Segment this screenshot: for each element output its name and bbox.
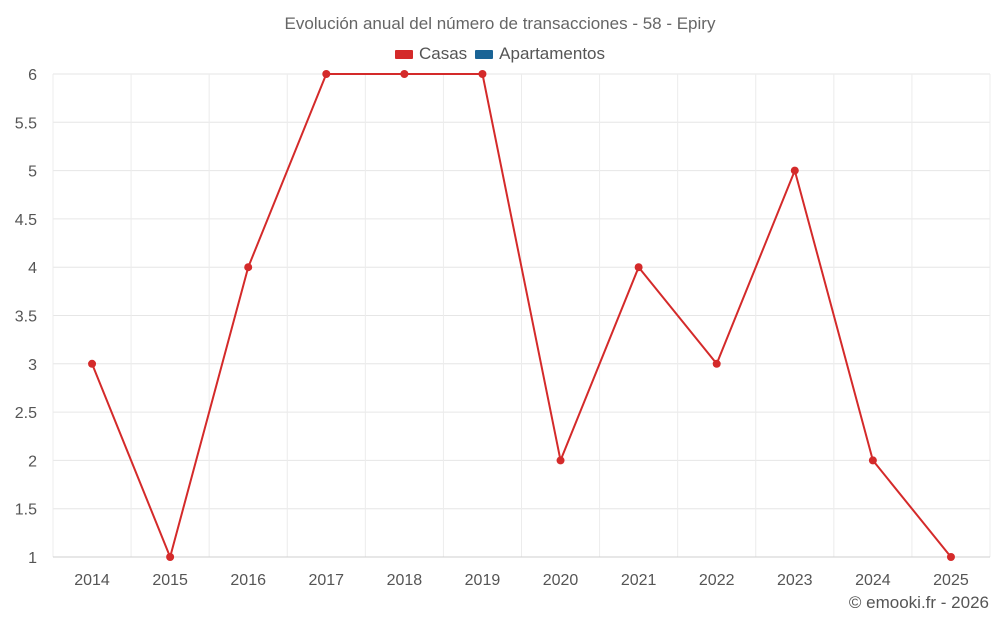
y-tick-label: 4 bbox=[28, 260, 37, 277]
legend-item-casas[interactable]: Casas bbox=[394, 44, 468, 64]
x-tick-label: 2019 bbox=[465, 572, 501, 589]
legend-item-apartamentos[interactable]: Apartamentos bbox=[475, 44, 605, 64]
x-tick-label: 2014 bbox=[74, 572, 110, 589]
series-line-casas bbox=[91, 73, 952, 558]
x-tick-label: 2015 bbox=[152, 572, 188, 589]
data-point bbox=[88, 359, 97, 368]
y-tick-label: 2.5 bbox=[15, 405, 37, 422]
x-tick-label: 2017 bbox=[308, 572, 344, 589]
data-point bbox=[478, 70, 487, 78]
data-point bbox=[868, 456, 877, 465]
y-tick-label: 6 bbox=[28, 67, 37, 84]
legend-swatch-casas bbox=[394, 49, 413, 59]
y-tick-label: 3.5 bbox=[15, 309, 37, 326]
chart-legend: Casas Apartamentos bbox=[0, 44, 1000, 64]
legend-swatch-apartamentos bbox=[475, 49, 494, 59]
data-point bbox=[400, 70, 409, 78]
credit-text: © emooki.fr - 2026 bbox=[848, 593, 989, 612]
x-tick-label: 2023 bbox=[777, 572, 813, 589]
x-tick-label: 2024 bbox=[855, 572, 891, 589]
data-point bbox=[634, 263, 643, 272]
y-tick-label: 1.5 bbox=[15, 502, 37, 519]
x-tick-label: 2025 bbox=[933, 572, 969, 589]
y-tick-label: 4.5 bbox=[15, 212, 37, 229]
y-tick-label: 5 bbox=[28, 164, 37, 181]
y-tick-label: 5.5 bbox=[15, 115, 37, 132]
data-point bbox=[712, 359, 721, 368]
x-tick-label: 2021 bbox=[621, 572, 657, 589]
x-tick-label: 2022 bbox=[699, 572, 735, 589]
data-point bbox=[244, 263, 253, 272]
y-tick-label: 3 bbox=[28, 357, 37, 374]
data-point bbox=[166, 553, 175, 561]
legend-label-casas: Casas bbox=[418, 44, 468, 63]
y-tick-label: 1 bbox=[28, 550, 37, 567]
legend-label-apartamentos: Apartamentos bbox=[499, 44, 606, 63]
x-tick-label: 2020 bbox=[543, 572, 579, 589]
data-point bbox=[946, 553, 955, 561]
x-tick-label: 2018 bbox=[387, 572, 423, 589]
data-point bbox=[322, 70, 331, 78]
data-point bbox=[556, 456, 565, 465]
x-tick-label: 2016 bbox=[230, 572, 266, 589]
chart-title: Evolución anual del número de transaccio… bbox=[284, 14, 716, 33]
data-point bbox=[790, 166, 799, 175]
y-tick-label: 2 bbox=[28, 453, 37, 470]
